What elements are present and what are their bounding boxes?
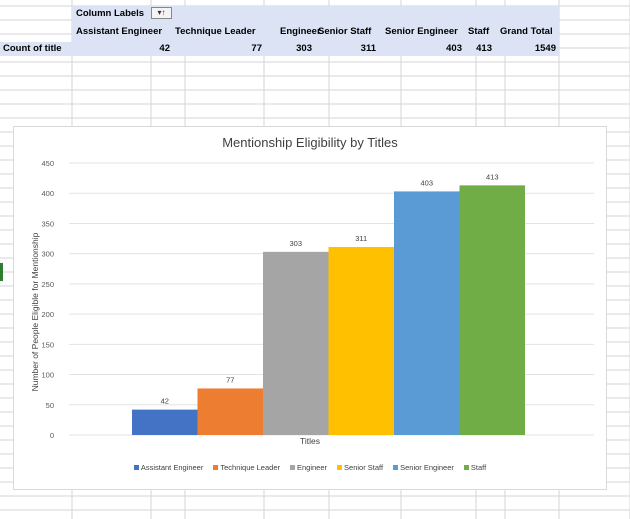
legend-swatch [337,465,343,470]
y-tick-label: 450 [41,159,54,168]
bar-data-label: 42 [161,397,169,406]
filter-dropdown-icon: ▾↑ [157,8,166,17]
pivot-value-cell[interactable]: 42 [159,43,170,54]
pivot-value-cell[interactable]: 1549 [534,43,556,54]
legend-label: Senior Engineer [400,463,454,472]
bar-chart[interactable]: Mentionship Eligibility by Titles Number… [13,126,607,490]
bar-assistant-engineer[interactable] [132,409,198,435]
chart-legend: Assistant Engineer Technique Leader Engine… [14,463,606,472]
bar-staff[interactable] [459,185,526,435]
legend-item[interactable]: Senior Engineer [393,463,454,472]
bar-senior-staff[interactable] [328,247,395,435]
pivot-value-band [0,42,559,56]
pivot-value-cell[interactable]: 413 [476,43,492,54]
legend-swatch [290,465,295,470]
legend-item[interactable]: Assistant Engineer [133,463,204,472]
legend-item[interactable]: Engineer [290,463,327,472]
legend-swatch [393,465,399,470]
bar-data-label: 413 [486,172,499,181]
y-tick-label: 400 [41,189,54,198]
y-tick-label: 200 [41,310,54,319]
y-tick-label: 100 [41,371,54,380]
pivot-column-header[interactable]: Assistant Engineer [76,26,163,37]
bar-data-label: 303 [289,239,302,248]
pivot-value-cell[interactable]: 403 [446,43,462,54]
column-labels-header: Column Labels [76,8,145,19]
y-tick-label: 150 [41,340,54,349]
legend-swatch [213,465,219,470]
legend-label: Technique Leader [220,463,280,472]
bar-data-label: 77 [226,375,234,384]
x-axis-title: Titles [300,436,320,446]
legend-swatch [463,465,469,470]
pivot-value-cell[interactable]: 311 [360,43,376,54]
pivot-value-cell[interactable]: 77 [251,43,262,54]
pivot-column-header[interactable]: Grand Total [500,26,553,37]
row-label-cell: Count of title [3,43,62,54]
bar-engineer[interactable] [263,251,329,435]
y-tick-label: 250 [41,280,54,289]
chart-plot-area: 0 50 100 150 200 250 300 350 400 450 42 77 303 311 403… [41,159,594,440]
pivot-column-header[interactable]: Staff [468,26,490,37]
bar-data-label: 311 [355,234,367,243]
legend-label: Senior Staff [344,463,384,472]
y-tick-label: 300 [41,250,54,259]
pivot-column-header[interactable]: Engineer [280,26,321,37]
legend-label: Engineer [297,463,328,472]
legend-label: Assistant Engineer [140,463,204,472]
legend-item[interactable]: Technique Leader [213,463,280,472]
bar-senior-engineer[interactable] [394,191,460,435]
active-row-marker [0,263,3,281]
y-tick-label: 50 [46,401,54,410]
pivot-value-cell[interactable]: 303 [296,43,312,54]
pivot-column-header[interactable]: Senior Engineer [385,26,458,37]
bar-technique-leader[interactable] [197,388,264,435]
filter-dropdown-button[interactable]: ▾↑ [151,7,172,19]
legend-label: Staff [470,463,487,472]
pivot-column-header[interactable]: Technique Leader [175,26,256,37]
chart-title: Mentionship Eligibility by Titles [222,135,398,150]
bar-data-label: 403 [420,178,433,187]
legend-item[interactable]: Senior Staff [337,463,383,472]
pivot-column-header[interactable]: Senior Staff [318,26,372,37]
legend-item[interactable]: Staff [463,463,487,472]
y-tick-label: 0 [50,431,54,440]
legend-swatch [133,465,139,470]
y-tick-label: 350 [41,219,54,228]
